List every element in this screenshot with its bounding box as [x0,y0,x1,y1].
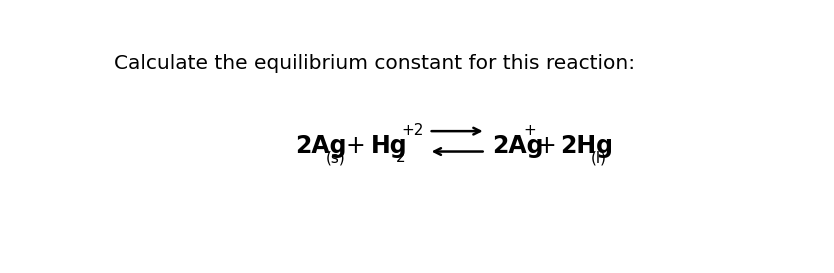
Text: 2Ag: 2Ag [295,134,346,158]
Text: 2Hg: 2Hg [560,134,614,158]
Text: 2Ag: 2Ag [492,134,544,158]
Text: +2: +2 [402,123,424,138]
Text: Hg: Hg [370,134,407,158]
Text: Calculate the equilibrium constant for this reaction:: Calculate the equilibrium constant for t… [114,54,635,73]
Text: +: + [346,134,366,158]
Text: (l): (l) [591,150,607,165]
Text: +: + [523,123,535,138]
Text: 2: 2 [396,150,405,165]
Text: (s): (s) [325,150,345,165]
Text: +: + [536,134,555,158]
